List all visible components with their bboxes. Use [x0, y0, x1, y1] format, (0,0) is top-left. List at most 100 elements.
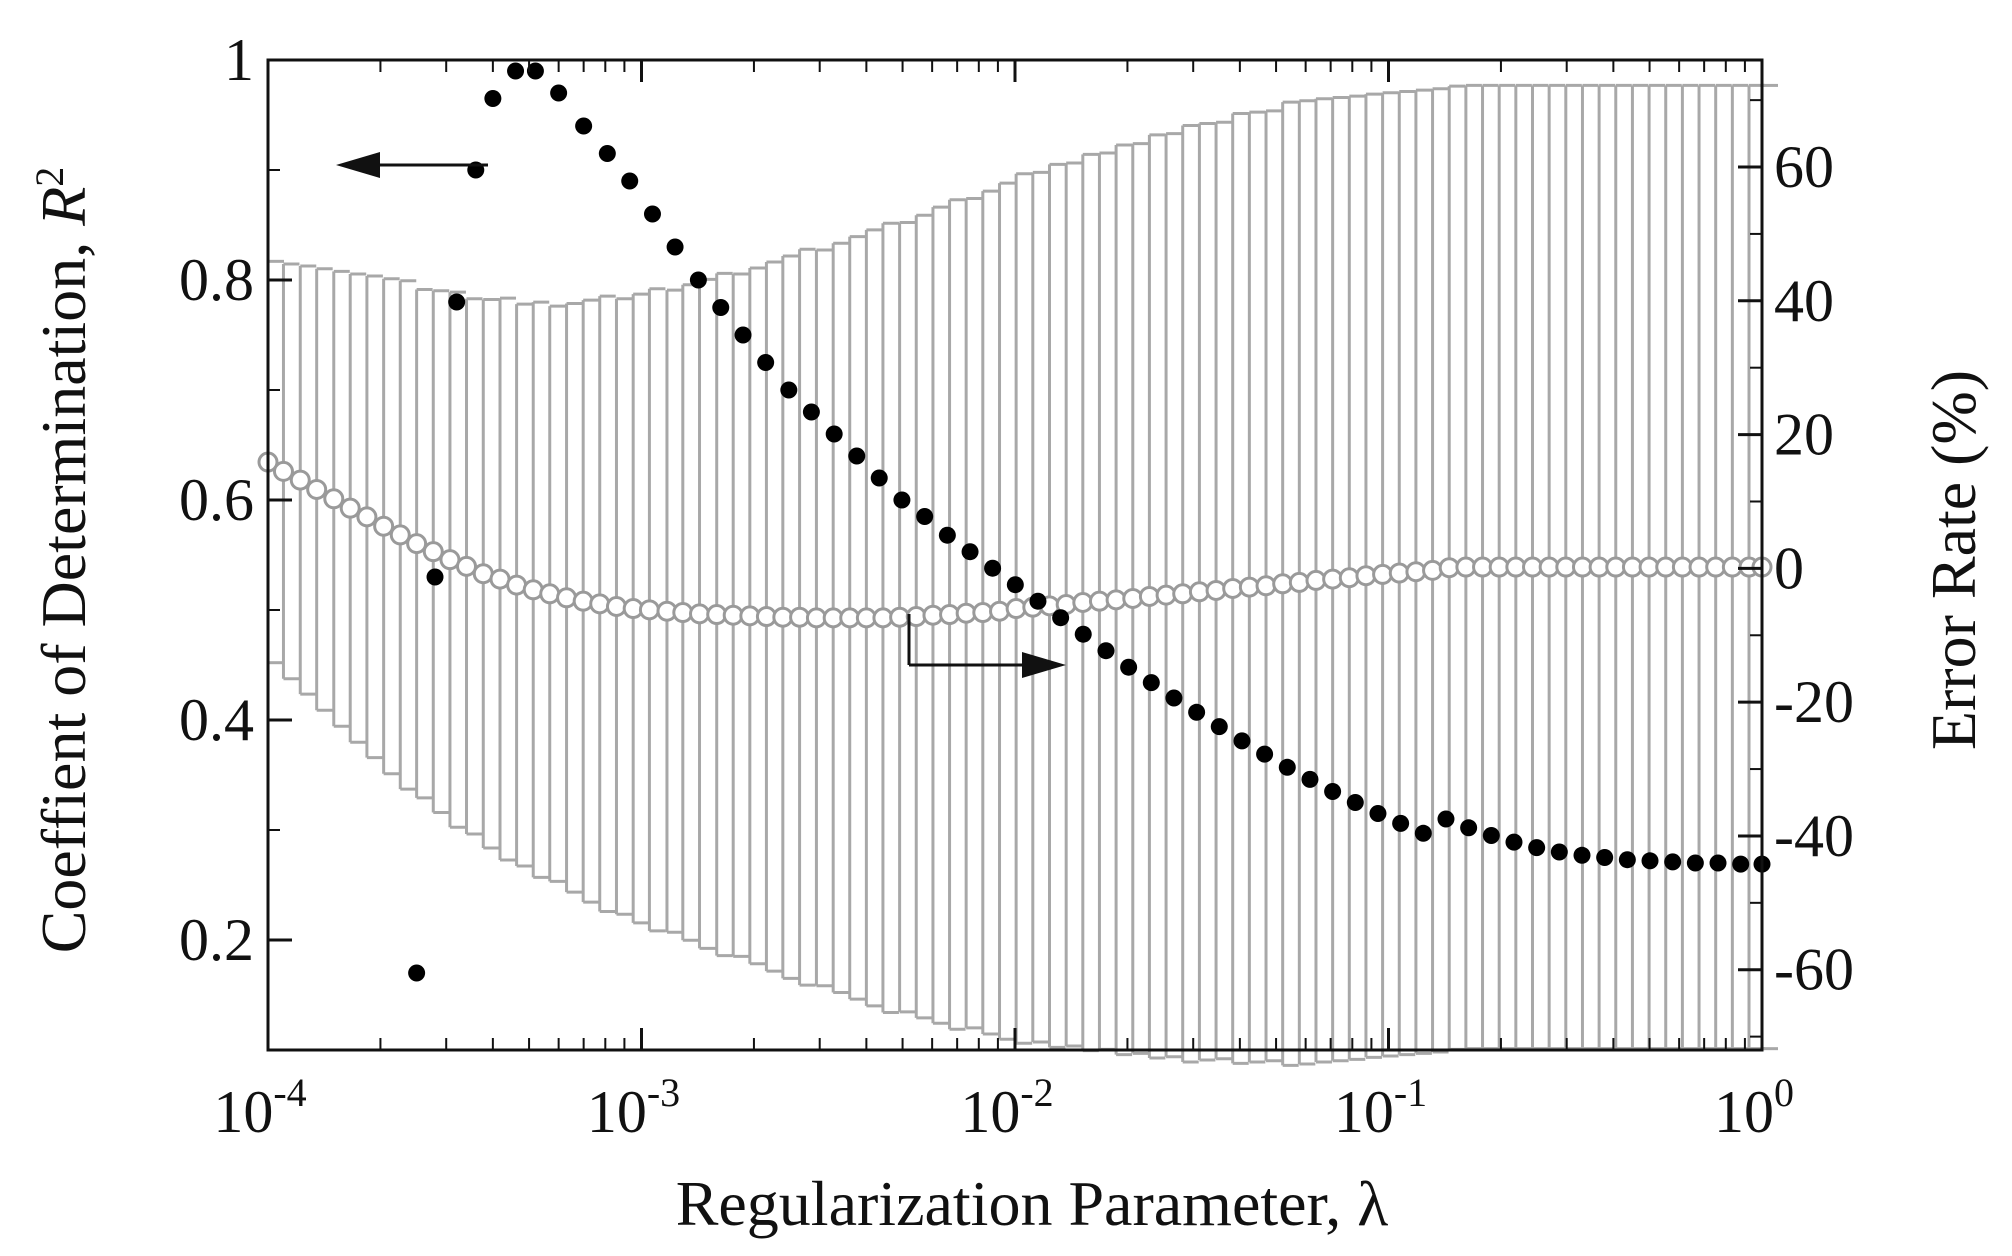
- r2-point: [712, 299, 730, 316]
- error-rate-point: [1122, 587, 1144, 609]
- r2-point: [1188, 703, 1206, 721]
- r2-point: [526, 62, 544, 80]
- x-tick-label: 10-4: [213, 1070, 306, 1145]
- r2-point: [1573, 846, 1591, 864]
- x-tick-label: 10-1: [1334, 1070, 1427, 1145]
- r2-series: [408, 62, 1771, 982]
- y-left-tick-label: 0.6: [179, 467, 254, 533]
- error-rate-series: [257, 451, 1773, 629]
- r2-point: [1233, 732, 1251, 750]
- error-rate-point: [689, 603, 711, 625]
- error-rate-point: [1255, 575, 1277, 597]
- x-tick-label-base: 10: [960, 1079, 1020, 1145]
- error-rate-point: [605, 596, 627, 618]
- y-axis-left-title-text: Coeffient of Determination,: [28, 226, 99, 954]
- r2-point: [870, 469, 888, 487]
- error-rate-point: [1205, 579, 1227, 601]
- error-rate-point: [422, 541, 444, 563]
- r2-point: [1142, 674, 1160, 692]
- x-tick-label-exponent: -1: [1394, 1070, 1427, 1115]
- error-rate-point: [373, 515, 395, 537]
- annotation-arrow-right: [907, 614, 1066, 678]
- annotation-arrow-left: [336, 152, 488, 178]
- y-axis-left-title-symbol: R: [28, 187, 99, 227]
- error-rate-point: [356, 506, 378, 528]
- r2-point: [1460, 819, 1478, 837]
- error-rate-point: [389, 524, 411, 546]
- r2-point: [1029, 592, 1047, 610]
- r2-point: [598, 145, 616, 162]
- x-tick-label-exponent: -2: [1020, 1070, 1053, 1115]
- r2-point: [780, 381, 798, 399]
- r2-point: [1596, 849, 1614, 866]
- x-tick-label-exponent: -4: [273, 1070, 306, 1115]
- error-rate-point: [556, 587, 578, 609]
- r2-point: [1346, 794, 1364, 811]
- r2-point: [1709, 854, 1727, 872]
- r2-point: [448, 293, 466, 311]
- r2-point: [689, 271, 707, 289]
- y-axis-right-title: Error Rate (%): [1918, 370, 1989, 750]
- r2-point: [666, 238, 684, 256]
- r2-point: [757, 354, 775, 371]
- y-right-tick-label: -40: [1774, 803, 1854, 869]
- error-rate-point: [638, 599, 660, 621]
- r2-point: [1528, 839, 1546, 857]
- r2-point: [1097, 642, 1115, 660]
- y-left-tick-label: 0.2: [179, 907, 254, 973]
- y-right-tick-label: 0: [1774, 535, 1804, 601]
- x-tick-label-base: 10: [587, 1079, 647, 1145]
- error-rate-point: [306, 478, 328, 500]
- r2-point: [1641, 852, 1659, 870]
- y-axis-left-title: Coeffient of Determination, R2: [27, 167, 99, 954]
- r2-point: [1732, 855, 1750, 873]
- r2-point: [848, 447, 866, 465]
- y-left-tick-label: 0.8: [179, 247, 254, 313]
- y-right-tick-label: -60: [1774, 937, 1854, 1003]
- r2-point: [575, 117, 593, 135]
- r2-point: [938, 526, 956, 544]
- r2-point: [643, 205, 661, 223]
- x-tick-label-base: 10: [1334, 1079, 1394, 1145]
- r2-point: [1052, 609, 1070, 627]
- r2-point: [1369, 805, 1387, 822]
- r2-point: [408, 964, 426, 982]
- r2-point: [1074, 625, 1092, 643]
- x-tick-label-base: 10: [1714, 1079, 1774, 1145]
- y-right-tick-label: 40: [1774, 268, 1834, 334]
- r2-point: [1392, 814, 1410, 832]
- error-rate-point: [339, 497, 361, 519]
- r2-point: [984, 559, 1002, 577]
- error-rate-point: [539, 583, 561, 605]
- ticks: [266, 58, 1764, 1051]
- r2-point: [1165, 689, 1183, 707]
- y-left-tick-label: 0.4: [179, 687, 254, 753]
- r2-point: [1664, 853, 1682, 871]
- x-tick-label-exponent: -3: [647, 1070, 680, 1115]
- r2-point: [1437, 810, 1455, 828]
- r2-point: [802, 403, 820, 421]
- r2-point: [893, 491, 911, 509]
- x-tick-label: 10-3: [587, 1070, 680, 1145]
- error-rate-point: [1422, 559, 1444, 581]
- y-left-tick-label: 1: [224, 27, 254, 93]
- y-right-tick-label: -20: [1774, 669, 1854, 735]
- x-axis-title: Regularization Parameter, λ: [676, 1168, 1389, 1239]
- error-rate-point: [1288, 571, 1310, 593]
- r2-point: [621, 172, 639, 190]
- r2-point: [550, 84, 568, 102]
- error-rate-point: [572, 590, 594, 612]
- error-rate-point: [272, 460, 294, 482]
- r2-point: [1686, 854, 1704, 872]
- error-rate-point: [1172, 583, 1194, 605]
- r2-point: [1550, 843, 1568, 861]
- tick-labels: 10-4 10-3 10-2 10-1 1000.20.40.60.81-60-40-2…: [179, 27, 1854, 1145]
- error-rate-point: [789, 606, 811, 628]
- error-rate-point: [989, 600, 1011, 622]
- x-tick-label: 100: [1714, 1070, 1794, 1145]
- r2-point: [1414, 824, 1432, 842]
- r2-point: [1324, 783, 1342, 800]
- r2-point: [916, 508, 934, 525]
- r2-point: [1505, 833, 1523, 851]
